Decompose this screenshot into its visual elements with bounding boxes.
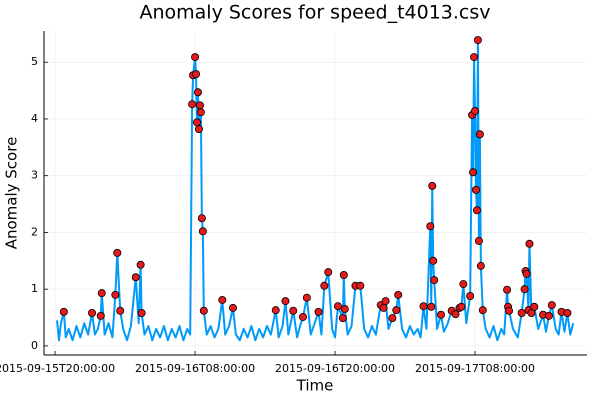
anomaly-point [476,261,485,270]
chart-title: Anomaly Scores for speed_t4013.csv [139,2,490,24]
anomaly-point [196,108,205,117]
y-axis-label: Anomaly Score [3,137,21,250]
x-axis-label: Time [296,377,334,395]
y-tick-label: 4 [31,112,38,125]
anomaly-point [522,269,531,278]
anomaly-point [379,303,388,312]
anomaly-point [194,125,203,134]
y-tick-label: 2 [31,225,38,238]
anomaly-point [430,276,439,285]
anomaly-point [218,295,227,304]
anomaly-point [195,101,204,110]
anomaly-point [388,314,397,323]
anomaly-point [473,36,482,45]
anomaly-point [470,53,479,62]
y-tick-label: 1 [31,282,38,295]
anomaly-point [451,310,460,319]
plot-area [56,36,575,342]
anomaly-point [320,281,329,290]
anomaly-point [97,289,106,298]
anomaly-point [59,307,68,316]
anomaly-point [298,312,307,321]
anomaly-point [471,107,480,116]
anomaly-point [199,306,208,315]
grid: 0 1 2 3 4 5 2015-09-15T20:00:00 2015-09-16T08:0… [0,31,587,375]
anomaly-point [459,280,468,289]
anomaly-point [324,268,333,277]
anomaly-point [471,185,480,194]
anomaly-point [525,239,534,248]
anomaly-point [474,236,483,245]
anomaly-point [356,281,365,290]
anomaly-point [436,310,445,319]
anomaly-point [191,53,200,62]
anomaly-point [302,293,311,302]
x-tick-label: 2015-09-16T20:00:00 [275,362,395,375]
anomaly-point [113,248,122,257]
anomaly-point [192,70,201,79]
anomaly-point [88,309,97,318]
anomaly-point [271,306,280,315]
anomaly-point [419,302,428,311]
anomaly-point [472,206,481,215]
anomaly-point [428,181,437,190]
anomaly-point [530,302,539,311]
anomaly-point [426,222,435,231]
anomaly-point [427,302,436,311]
anomaly-point [197,214,206,223]
y-tick-label: 5 [31,55,38,68]
y-tick-label: 0 [31,339,38,352]
anomaly-point [338,314,347,323]
anomaly-point [289,306,298,315]
anomaly-point [193,88,202,97]
anomaly-point [469,168,478,177]
anomaly-point [340,305,349,314]
anomaly-point [116,306,125,315]
anomaly-point [394,290,403,299]
anomaly-point [281,297,290,306]
anomaly-point [517,309,526,318]
anomaly-point [381,297,390,306]
anomaly-point [503,285,512,294]
anomaly-point [544,311,553,320]
anomaly-point [563,309,572,318]
anomaly-point [137,309,146,318]
anomaly-point [475,130,484,139]
anomaly-point [429,256,438,265]
anomaly-point [131,273,140,282]
x-tick-label: 2015-09-15T20:00:00 [0,362,115,375]
x-tick-label: 2015-09-16T08:00:00 [135,362,255,375]
anomaly-point [478,306,487,315]
anomaly-point [198,227,207,236]
anomaly-point [520,285,529,294]
anomaly-point [228,303,237,312]
anomaly-point [96,311,105,320]
anomaly-point [547,301,556,310]
anomaly-point [136,260,145,269]
x-tick-label: 2015-09-17T08:00:00 [415,362,535,375]
anomaly-point [111,290,120,299]
anomaly-point [339,270,348,279]
anomaly-point [314,307,323,316]
anomaly-point [193,118,202,127]
anomaly-point [333,302,342,311]
anomaly-point [466,291,475,300]
anomaly-point [457,302,466,311]
y-tick-label: 3 [31,169,38,182]
anomaly-point [188,100,197,109]
data-line [56,39,575,342]
anomaly-point [505,306,514,315]
anomaly-point [392,306,401,315]
